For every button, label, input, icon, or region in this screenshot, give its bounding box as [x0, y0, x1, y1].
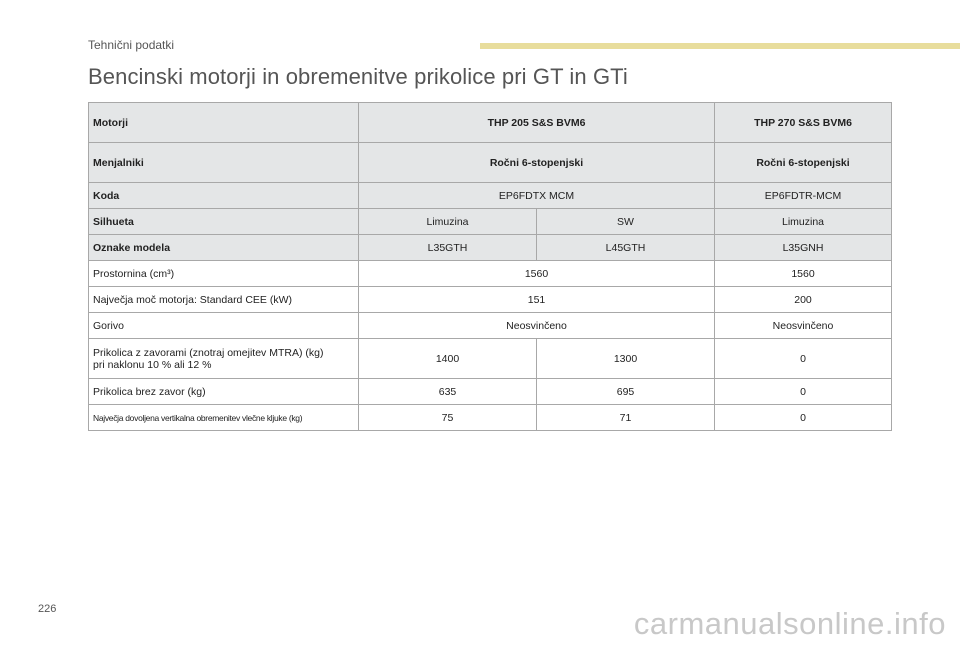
row-label-unbraked-trailer: Prikolica brez zavor (kg)	[88, 378, 359, 405]
table-row-displacement: Prostornina (cm³) 1560 1560	[88, 260, 892, 287]
displacement-2-cell: 1560	[714, 260, 892, 287]
header-accent-bar	[480, 43, 960, 49]
braked-cell: 0	[714, 338, 892, 379]
row-label-braked-trailer: Prikolica z zavorami (znotraj omejitev M…	[88, 338, 359, 379]
code-2-cell: EP6FDTR-MCM	[714, 182, 892, 209]
fuel-2-cell: Neosvinčeno	[714, 312, 892, 339]
table-row-body: Silhueta Limuzina SW Limuzina	[88, 208, 892, 235]
code-1-cell: EP6FDTX MCM	[358, 182, 715, 209]
fuel-1-cell: Neosvinčeno	[358, 312, 715, 339]
noseweight-cell: 71	[536, 404, 715, 431]
page-number: 226	[38, 603, 57, 615]
noseweight-cell: 0	[714, 404, 892, 431]
table-row-model: Oznake modela L35GTH L45GTH L35GNH	[88, 234, 892, 261]
model-cell: L45GTH	[536, 234, 715, 261]
noseweight-cell: 75	[358, 404, 537, 431]
power-2-cell: 200	[714, 286, 892, 313]
row-label-gearbox: Menjalniki	[88, 142, 359, 183]
body-cell: SW	[536, 208, 715, 235]
engine-2-cell: THP 270 S&S BVM6	[714, 102, 892, 143]
model-cell: L35GTH	[358, 234, 537, 261]
table-row-fuel: Gorivo Neosvinčeno Neosvinčeno	[88, 312, 892, 339]
gearbox-1-cell: Ročni 6-stopenjski	[358, 142, 715, 183]
section-label: Tehnični podatki	[88, 38, 175, 52]
engine-spec-table: Motorji THP 205 S&S BVM6 THP 270 S&S BVM…	[88, 102, 892, 431]
row-label-noseweight: Največja dovoljena vertikalna obremenite…	[88, 404, 359, 431]
unbraked-cell: 635	[358, 378, 537, 405]
row-label-engines: Motorji	[88, 102, 359, 143]
engine-1-cell: THP 205 S&S BVM6	[358, 102, 715, 143]
gearbox-2-cell: Ročni 6-stopenjski	[714, 142, 892, 183]
braked-label-line-1: Prikolica z zavorami (znotraj omejitev M…	[93, 346, 324, 359]
table-row-gearbox: Menjalniki Ročni 6-stopenjski Ročni 6-st…	[88, 142, 892, 183]
power-1-cell: 151	[358, 286, 715, 313]
braked-label-line-2: pri naklonu 10 % ali 12 %	[93, 358, 212, 371]
table-row-power: Največja moč motorja: Standard CEE (kW) …	[88, 286, 892, 313]
displacement-1-cell: 1560	[358, 260, 715, 287]
braked-cell: 1300	[536, 338, 715, 379]
page-title: Bencinski motorji in obremenitve prikoli…	[88, 64, 628, 89]
table-row-unbraked-trailer: Prikolica brez zavor (kg) 635 695 0	[88, 378, 892, 405]
braked-cell: 1400	[358, 338, 537, 379]
table-row-engines: Motorji THP 205 S&S BVM6 THP 270 S&S BVM…	[88, 102, 892, 143]
unbraked-cell: 0	[714, 378, 892, 405]
body-cell: Limuzina	[358, 208, 537, 235]
row-label-fuel: Gorivo	[88, 312, 359, 339]
table-row-braked-trailer: Prikolica z zavorami (znotraj omejitev M…	[88, 338, 892, 379]
row-label-displacement: Prostornina (cm³)	[88, 260, 359, 287]
table-row-code: Koda EP6FDTX MCM EP6FDTR-MCM	[88, 182, 892, 209]
row-label-model: Oznake modela	[88, 234, 359, 261]
body-cell: Limuzina	[714, 208, 892, 235]
row-label-code: Koda	[88, 182, 359, 209]
unbraked-cell: 695	[536, 378, 715, 405]
table-row-noseweight: Največja dovoljena vertikalna obremenite…	[88, 404, 892, 431]
row-label-body: Silhueta	[88, 208, 359, 235]
watermark-text: carmanualsonline.info	[633, 606, 946, 641]
model-cell: L35GNH	[714, 234, 892, 261]
row-label-power: Največja moč motorja: Standard CEE (kW)	[88, 286, 359, 313]
